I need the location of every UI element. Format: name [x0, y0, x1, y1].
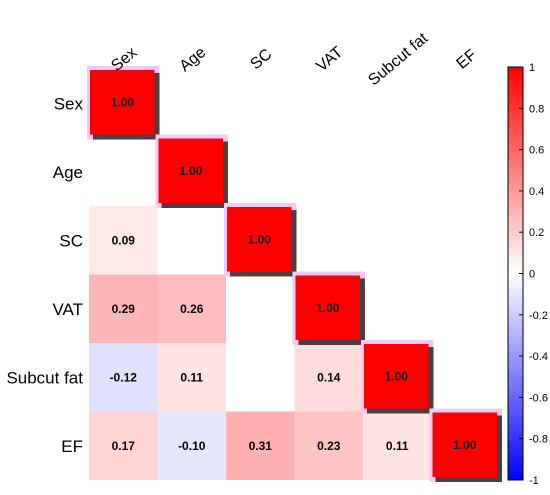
row-label-subcut-fat: Subcut fat	[6, 368, 83, 387]
colorbar-tick-label: 0	[529, 269, 535, 281]
row-label-sc: SC	[59, 231, 83, 250]
cell-value-ef-ef: 1.00	[453, 438, 477, 452]
cell-value-ef-age: -0.10	[178, 439, 206, 453]
cell-subcut-fat-vat	[294, 343, 363, 412]
cell-value-subcut-fat-subcut-fat: 1.00	[385, 369, 409, 383]
colorbar-tick-label: 0.4	[529, 186, 544, 198]
cell-age-age	[158, 138, 223, 203]
row-label-sex: Sex	[54, 94, 84, 113]
cell-subcut-fat-subcut-fat	[364, 344, 429, 409]
colorbar-tick-label: 0.2	[529, 227, 544, 239]
row-label-age: Age	[53, 163, 83, 182]
row-label-vat: VAT	[52, 300, 83, 319]
cell-value-sc-sex: 0.09	[112, 233, 136, 247]
colorbar-tick-label: -0.8	[529, 434, 548, 446]
cell-ef-age	[157, 411, 226, 480]
cell-value-age-age: 1.00	[179, 164, 203, 178]
diagonal-layer: 1.00 1.00 1.00 1.00 1.00 1.00	[87, 66, 502, 482]
col-label-ef: EF	[454, 46, 481, 72]
cell-ef-sc	[226, 411, 295, 480]
cell-sc-sc	[227, 207, 292, 272]
cell-subcut-fat-age	[157, 343, 226, 412]
cell-ef-sex	[89, 411, 158, 480]
colorbar-tick-label: -1	[529, 475, 539, 487]
cell-value-vat-sex: 0.29	[112, 302, 136, 316]
cell-vat-sex	[89, 274, 158, 343]
cells-layer: 0.09 0.29 0.26 -0.12 0.11 0.14 0.17 -0.10 0.31 0.…	[89, 206, 432, 480]
cell-value-ef-sex: 0.17	[112, 439, 136, 453]
col-label-age: Age	[176, 44, 209, 75]
colorbar-tick-label: -0.6	[529, 392, 548, 404]
cell-value-sc-sc: 1.00	[248, 232, 272, 246]
cell-ef-ef	[432, 412, 497, 477]
colorbar-tick-label: 0.8	[529, 103, 544, 115]
cell-value-ef-subcut-fat: 0.11	[386, 439, 409, 453]
cell-value-sex-sex: 1.00	[111, 95, 135, 109]
cell-value-subcut-fat-age: 0.11	[180, 370, 203, 384]
cell-value-subcut-fat-vat: 0.14	[317, 370, 341, 384]
cell-subcut-fat-sex	[89, 343, 158, 412]
cell-value-subcut-fat-sex: -0.12	[110, 370, 138, 384]
colorbar-tick-label: 0.6	[529, 145, 544, 157]
cell-value-vat-age: 0.26	[180, 302, 204, 316]
cell-vat-age	[157, 274, 226, 343]
col-label-sc: SC	[247, 46, 275, 73]
cell-ef-subcut-fat	[363, 411, 432, 480]
colorbar-tick-label: 1	[529, 62, 535, 74]
colorbar-tick-label: -0.2	[529, 310, 548, 322]
colorbar-tick-label: -0.4	[529, 351, 548, 363]
cell-sex-sex	[90, 70, 155, 135]
cell-ef-vat	[294, 411, 363, 480]
col-label-subcut-fat: Subcut fat	[365, 30, 432, 90]
cell-value-ef-sc: 0.31	[249, 439, 273, 453]
cell-vat-vat	[295, 275, 360, 340]
col-label-vat: VAT	[313, 44, 346, 76]
cell-value-ef-vat: 0.23	[317, 439, 341, 453]
colorbar: 1 0.8 0.6 0.4 0.2 0 -0.2 -0.4 -0.6 -0.8 -1	[507, 62, 548, 487]
row-label-ef: EF	[61, 437, 83, 456]
cell-sc-sex	[89, 206, 158, 275]
cell-value-vat-vat: 1.00	[316, 301, 340, 315]
